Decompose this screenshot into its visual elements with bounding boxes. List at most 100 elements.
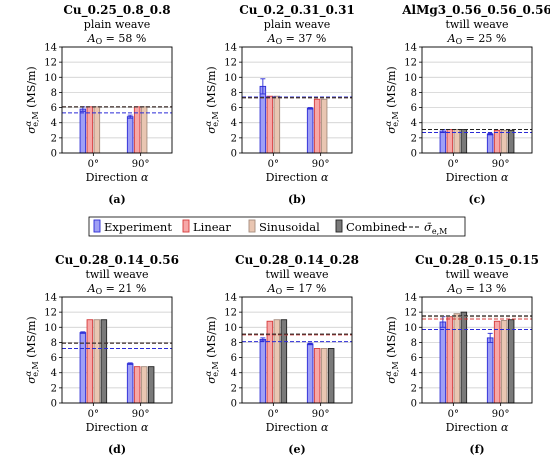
x-tick-label: 90° xyxy=(312,409,330,420)
x-tick-label: 0° xyxy=(88,409,99,420)
x-axis-label: Direction α xyxy=(86,421,149,434)
x-tick-label: 0° xyxy=(88,159,99,170)
y-tick-label: 10 xyxy=(224,73,237,84)
y-tick-label: 6 xyxy=(411,353,417,364)
y-axis-label: σαe,M (MS/m) xyxy=(384,316,400,383)
y-tick-label: 0 xyxy=(51,149,57,160)
y-tick-label: 14 xyxy=(404,43,417,54)
y-axis-label: σαe,M (MS/m) xyxy=(204,66,220,133)
bar-experiment xyxy=(306,107,314,154)
y-tick-label: 14 xyxy=(224,293,237,304)
bar-sinusoidal xyxy=(93,319,101,404)
y-tick-label: 10 xyxy=(44,323,57,334)
y-tick-label: 4 xyxy=(231,368,237,379)
y-tick-label: 6 xyxy=(51,103,57,114)
y-tick-label: 12 xyxy=(224,308,237,319)
bar-combined xyxy=(100,319,108,404)
chart-subtitle: plain weave xyxy=(264,18,330,31)
bar-sinusoidal xyxy=(320,98,328,154)
y-tick-label: 4 xyxy=(411,118,417,129)
chart-title: Cu_0.28_0.14_0.56 xyxy=(55,253,179,268)
area-label: AO = 21 % xyxy=(87,282,147,296)
panel-label: (d) xyxy=(108,443,126,456)
panel-label: (f) xyxy=(469,443,484,456)
y-tick-label: 6 xyxy=(231,103,237,114)
chart-title: AlMg3_0.56_0.56_0.56 xyxy=(401,3,550,18)
plot-frame xyxy=(241,296,353,404)
bar-linear xyxy=(266,320,274,404)
y-tick-label: 4 xyxy=(231,118,237,129)
y-tick-label: 6 xyxy=(51,353,57,364)
chart-title: Cu_0.28_0.14_0.28 xyxy=(235,253,359,268)
legend-label-linear: Linear xyxy=(193,220,231,234)
bar-linear xyxy=(313,348,321,404)
y-tick-label: 0 xyxy=(231,399,237,410)
y-tick-label: 14 xyxy=(44,43,57,54)
x-axis-label: Direction α xyxy=(266,171,329,184)
y-tick-label: 12 xyxy=(44,308,57,319)
y-tick-label: 10 xyxy=(44,73,57,84)
y-tick-label: 12 xyxy=(224,58,237,69)
bar-sinusoidal xyxy=(273,319,281,404)
bar-sinusoidal xyxy=(140,106,148,154)
plot-frame xyxy=(421,46,533,154)
y-tick-label: 6 xyxy=(231,353,237,364)
y-tick-label: 0 xyxy=(51,399,57,410)
bar-experiment xyxy=(306,343,314,404)
legend-swatch-linear xyxy=(182,219,190,233)
x-tick-label: 0° xyxy=(268,159,279,170)
bar-combined xyxy=(507,319,515,404)
y-tick-label: 10 xyxy=(224,323,237,334)
bar-sinusoidal xyxy=(320,348,328,404)
x-tick-label: 90° xyxy=(492,159,510,170)
legend: Experiment Linear Sinusoidal Combined σ̄e,M xyxy=(88,216,466,237)
bar-linear xyxy=(266,95,274,154)
bar-combined xyxy=(147,366,155,404)
bar-combined xyxy=(507,129,515,154)
y-tick-label: 2 xyxy=(411,133,417,144)
y-axis-label: σαe,M (MS/m) xyxy=(204,316,220,383)
panel-label: (b) xyxy=(288,193,306,206)
y-tick-label: 12 xyxy=(44,58,57,69)
bar-experiment xyxy=(126,363,134,404)
y-axis-label: σαe,M (MS/m) xyxy=(24,66,40,133)
x-tick-label: 90° xyxy=(132,409,150,420)
bar-combined xyxy=(280,319,288,404)
bar-linear xyxy=(133,366,141,404)
plot-frame xyxy=(61,296,173,404)
bar-sinusoidal xyxy=(500,320,508,404)
bar-experiment xyxy=(486,133,494,154)
bar-linear xyxy=(133,106,141,154)
panel-label: (c) xyxy=(468,193,485,206)
bar-linear xyxy=(86,106,94,154)
y-tick-label: 8 xyxy=(231,88,237,99)
x-tick-label: 0° xyxy=(268,409,279,420)
y-tick-label: 0 xyxy=(411,399,417,410)
y-tick-label: 4 xyxy=(51,118,57,129)
area-label: AO = 25 % xyxy=(447,32,507,46)
x-axis-label: Direction α xyxy=(266,421,329,434)
y-tick-label: 4 xyxy=(411,368,417,379)
bar-linear xyxy=(493,129,501,154)
bar-sinusoidal xyxy=(93,106,101,154)
area-label: AO = 13 % xyxy=(447,282,507,296)
y-tick-label: 2 xyxy=(231,383,237,394)
x-tick-label: 90° xyxy=(492,409,510,420)
chart-subtitle: twill weave xyxy=(445,268,508,281)
y-tick-label: 0 xyxy=(411,149,417,160)
legend-label-combined: Combined xyxy=(346,220,406,234)
legend-label-sinusoidal: Sinusoidal xyxy=(259,220,320,234)
legend-swatch-combined xyxy=(335,219,343,233)
y-tick-label: 4 xyxy=(51,368,57,379)
y-axis-label: σαe,M (MS/m) xyxy=(24,316,40,383)
y-tick-label: 10 xyxy=(404,323,417,334)
y-tick-label: 14 xyxy=(44,293,57,304)
bar-linear xyxy=(86,319,94,404)
y-tick-label: 2 xyxy=(231,133,237,144)
bar-experiment xyxy=(486,337,494,404)
y-tick-label: 10 xyxy=(404,73,417,84)
x-axis-label: Direction α xyxy=(446,421,509,434)
bar-experiment xyxy=(259,85,267,154)
